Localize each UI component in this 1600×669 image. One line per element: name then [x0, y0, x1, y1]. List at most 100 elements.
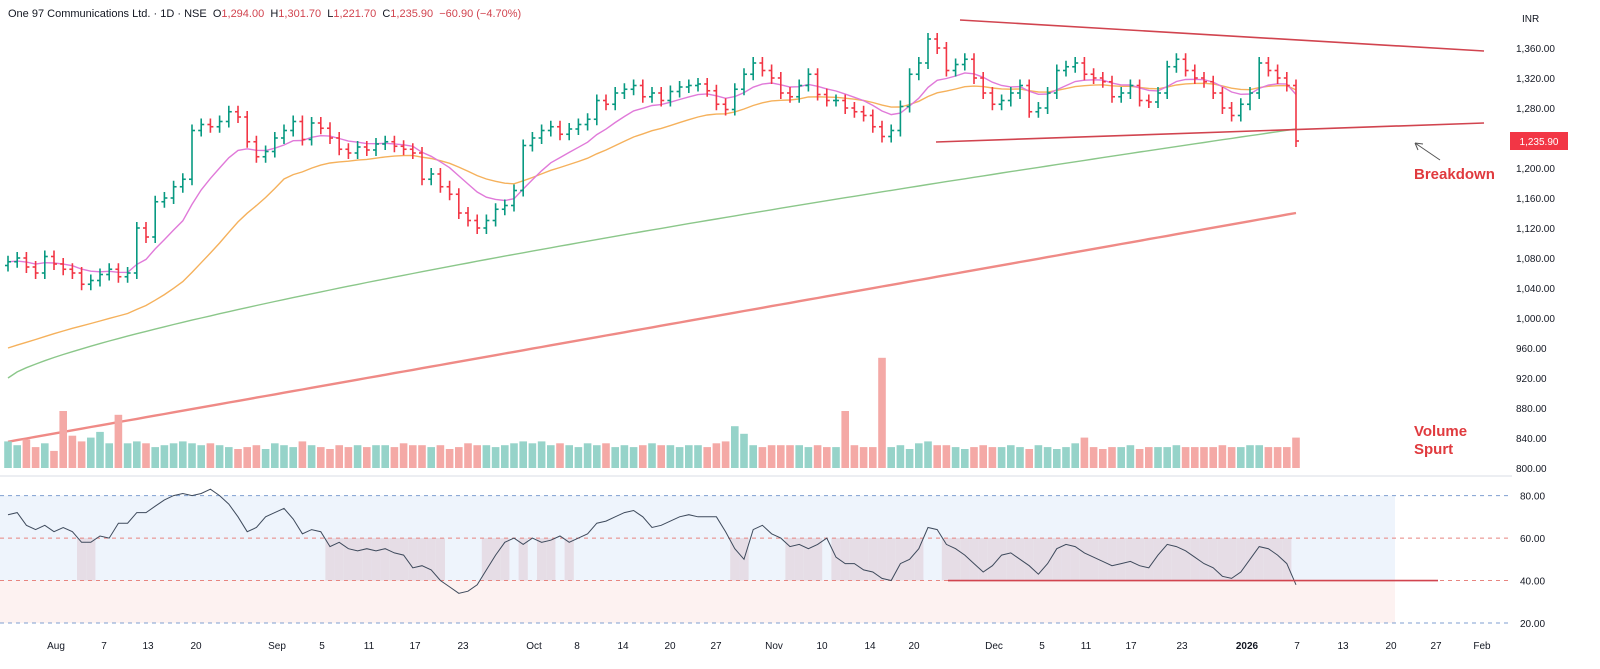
- rsi-mid-shade: [1162, 538, 1172, 581]
- rsi-mid-shade: [380, 538, 390, 581]
- rsi-mid-shade: [785, 538, 795, 581]
- volume-bar: [1246, 445, 1254, 468]
- rsi-mid-shade: [794, 538, 804, 581]
- x-tick-label: 23: [1176, 641, 1188, 652]
- grid-lines: [0, 475, 1512, 624]
- high-label: H: [270, 8, 279, 20]
- rsi-mid-shade: [813, 538, 823, 581]
- volume-bar: [197, 445, 205, 468]
- rsi-line: [7, 488, 1297, 594]
- low-value: 1,221.70: [333, 8, 377, 20]
- volume-bar: [841, 411, 849, 468]
- upper-trendline: [959, 19, 1485, 52]
- volume-bar: [1218, 445, 1227, 468]
- volume-bar: [767, 445, 776, 468]
- x-tick-label: Aug: [47, 641, 65, 652]
- volume-bar: [749, 445, 757, 468]
- volume-bar: [501, 445, 509, 468]
- x-tick-label: Feb: [1473, 641, 1491, 652]
- rsi-mid-shade: [481, 538, 491, 581]
- x-tick-label: 23: [457, 641, 469, 652]
- price-bars: [5, 33, 1299, 291]
- volume-bar: [87, 437, 95, 468]
- volume-bar: [307, 445, 316, 468]
- rsi-mid-shade: [1107, 538, 1117, 581]
- volume-bar: [225, 447, 233, 468]
- volume-bar: [151, 447, 159, 468]
- volume-bar: [68, 435, 77, 468]
- volume-bar: [409, 445, 417, 468]
- rsi-mid-shade: [941, 538, 951, 581]
- x-tick-label: 10: [816, 641, 828, 652]
- rsi-mid-shade: [1282, 538, 1292, 581]
- rsi-mid-shade: [803, 538, 813, 581]
- volume-bars: [4, 357, 1300, 468]
- rsi-mid-shade: [868, 538, 878, 581]
- volume-bar: [1209, 447, 1217, 468]
- volume-bar: [114, 414, 123, 468]
- x-tick-label: 20: [1385, 641, 1397, 652]
- rsi-mid-shade: [1199, 538, 1209, 581]
- volume-bar: [169, 443, 178, 468]
- open-label: O: [212, 8, 222, 20]
- volume-bar: [1172, 445, 1181, 468]
- x-tick-label: 8: [574, 641, 580, 652]
- x-tick-label: 20: [908, 641, 920, 652]
- currency-label: INR: [1522, 14, 1539, 25]
- volume-bar: [1273, 447, 1282, 468]
- price-tick-label: 800.00: [1516, 464, 1547, 475]
- rsi-lower-band: [0, 580, 1395, 623]
- volume-bar: [997, 447, 1006, 468]
- price-tick-label: 960.00: [1516, 344, 1547, 355]
- rsi-mid-shade: [859, 538, 869, 581]
- volume-bar: [602, 443, 610, 468]
- volume-bar: [13, 445, 21, 468]
- rsi-mid-shade: [362, 538, 372, 581]
- x-tick-label: 20: [190, 641, 202, 652]
- x-tick-label: 13: [142, 641, 154, 652]
- volume-bar: [685, 445, 693, 468]
- rsi-mid-shade: [840, 538, 850, 581]
- volume-bar: [234, 449, 242, 468]
- volume-bar: [629, 447, 638, 468]
- rsi-mid-shade: [1254, 538, 1264, 581]
- volume-bar: [289, 447, 297, 468]
- volume-bar: [436, 445, 445, 468]
- rsi-mid-shade: [1181, 538, 1191, 581]
- lower-trendline: [935, 122, 1485, 143]
- x-tick-label: 11: [364, 641, 375, 652]
- rsi-tick-label: 60.00: [1520, 534, 1545, 545]
- axes: INR1,360.001,320.001,280.001,240.001,200…: [47, 14, 1568, 652]
- volume-bar: [620, 445, 629, 468]
- rsi-tick-label: 20.00: [1520, 619, 1545, 630]
- rsi-mid-shade: [1144, 538, 1154, 581]
- volume-bar: [795, 445, 803, 468]
- x-tick-label: 5: [319, 641, 325, 652]
- volume-bar: [583, 443, 592, 468]
- x-tick-label: 17: [409, 641, 421, 652]
- rsi-mid-shade: [1153, 538, 1163, 581]
- volume-bar: [850, 445, 859, 468]
- volume-bar: [464, 443, 472, 468]
- last-price-label: 1,235.90: [1520, 137, 1559, 148]
- volume-bar: [1126, 445, 1135, 468]
- x-tick-label: Oct: [526, 641, 542, 652]
- price-tick-label: 1,200.00: [1516, 164, 1555, 175]
- volume-bar: [418, 445, 426, 468]
- rsi-mid-shade: [730, 538, 740, 581]
- rsi-mid-shade: [1263, 538, 1273, 581]
- rsi-mid-shade: [343, 538, 353, 581]
- volume-bar: [353, 445, 362, 468]
- x-tick-label: 2026: [1236, 641, 1259, 652]
- price-tick-label: 1,040.00: [1516, 284, 1555, 295]
- x-tick-label: Dec: [985, 641, 1003, 652]
- rsi-mid-shade: [960, 538, 970, 581]
- rsi-tick-label: 80.00: [1520, 492, 1545, 503]
- volume-bar: [832, 447, 840, 468]
- volume-bar: [648, 443, 656, 468]
- last-price-tag: [1510, 132, 1568, 150]
- volume-bar: [344, 447, 353, 468]
- rsi-mid-shade: [951, 538, 961, 581]
- rsi-mid-shade: [334, 538, 344, 581]
- volume-bar: [694, 445, 702, 468]
